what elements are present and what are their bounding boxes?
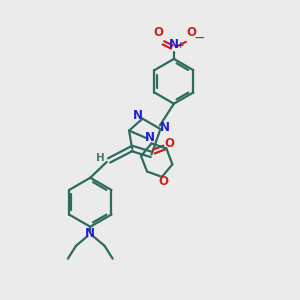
Text: N: N (160, 121, 170, 134)
Text: N: N (85, 227, 95, 240)
Text: −: − (194, 31, 205, 45)
Text: O: O (153, 26, 164, 39)
Text: H: H (96, 153, 104, 164)
Text: N: N (169, 38, 179, 51)
Text: N: N (134, 109, 143, 122)
Text: +: + (176, 41, 183, 50)
Text: O: O (164, 137, 174, 150)
Text: O: O (158, 175, 168, 188)
Text: N: N (145, 131, 155, 144)
Text: O: O (186, 26, 196, 39)
